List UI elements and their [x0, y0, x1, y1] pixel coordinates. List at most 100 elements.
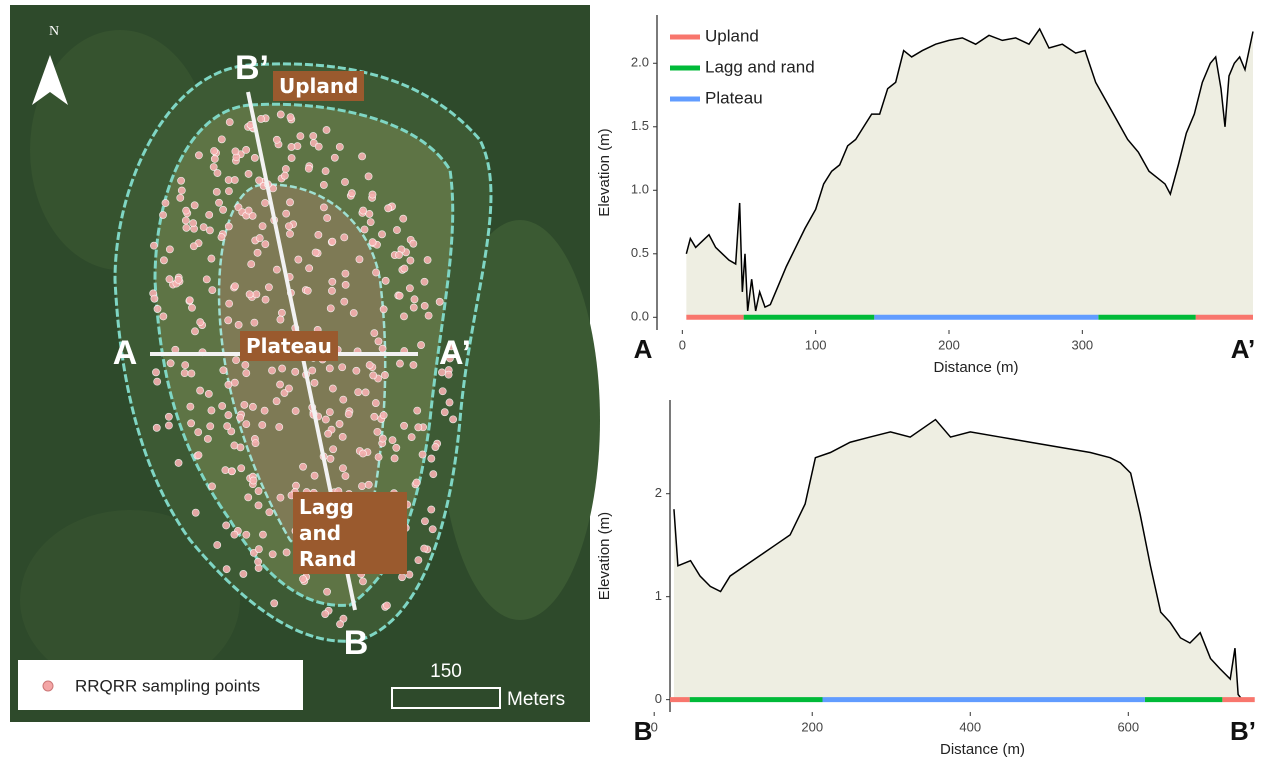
sampling-point	[382, 277, 389, 284]
sampling-point	[393, 226, 400, 233]
x-tick-label: 600	[1117, 719, 1139, 734]
sampling-point	[166, 246, 173, 253]
x-axis-label: Distance (m)	[933, 359, 1018, 376]
sampling-point	[259, 531, 266, 538]
sampling-point	[430, 471, 437, 478]
sampling-point	[262, 241, 269, 248]
sampling-point	[262, 296, 269, 303]
sampling-point	[208, 483, 215, 490]
sampling-point	[356, 256, 363, 263]
sampling-point	[225, 381, 232, 388]
sampling-point	[348, 190, 355, 197]
sampling-point	[250, 477, 257, 484]
sampling-point	[271, 600, 278, 607]
sampling-point	[197, 319, 204, 326]
sampling-point	[341, 234, 348, 241]
sampling-point	[231, 531, 238, 538]
sampling-point	[245, 170, 252, 177]
sampling-point	[449, 416, 456, 423]
sampling-point	[208, 255, 215, 262]
sampling-point	[238, 465, 245, 472]
sampling-point	[209, 286, 216, 293]
sampling-point	[259, 421, 266, 428]
sampling-point	[407, 257, 414, 264]
sampling-point	[231, 176, 238, 183]
sampling-point	[175, 276, 182, 283]
sampling-point	[292, 482, 299, 489]
y-tick-label: 0.0	[631, 309, 649, 324]
sampling-point	[232, 148, 239, 155]
sampling-point	[191, 328, 198, 335]
sampling-point	[160, 313, 167, 320]
sampling-point	[195, 452, 202, 459]
sampling-point	[320, 204, 327, 211]
sampling-point	[211, 155, 218, 162]
sampling-point	[245, 207, 252, 214]
sampling-point	[432, 443, 439, 450]
sampling-point	[393, 444, 400, 451]
y-tick-label: 0	[655, 691, 662, 706]
x-tick-label: 200	[938, 337, 960, 352]
sampling-point	[242, 361, 249, 368]
sampling-point	[218, 136, 225, 143]
sampling-point	[336, 420, 343, 427]
sampling-point	[240, 570, 247, 577]
sampling-point	[231, 283, 238, 290]
sampling-point	[151, 295, 158, 302]
sampling-point	[299, 463, 306, 470]
legend-label: Lagg and rand	[705, 57, 815, 76]
sampling-point	[328, 287, 335, 294]
legend-text: RRQRR sampling points	[75, 676, 260, 695]
sampling-point	[259, 223, 266, 230]
sampling-point	[165, 413, 172, 420]
sampling-point	[218, 233, 225, 240]
sampling-point	[249, 403, 256, 410]
sampling-point	[273, 398, 280, 405]
sampling-point	[190, 220, 197, 227]
point-label: B	[344, 624, 369, 662]
sampling-point	[389, 437, 396, 444]
sampling-point	[380, 412, 387, 419]
sampling-point	[378, 231, 385, 238]
sampling-point	[177, 177, 184, 184]
sampling-point	[421, 278, 428, 285]
x-tick-label: 200	[801, 719, 823, 734]
sampling-point	[248, 261, 255, 268]
legend-label: Upland	[705, 26, 759, 45]
sampling-point	[254, 558, 261, 565]
sampling-point	[428, 455, 435, 462]
y-tick-label: 0.5	[631, 245, 649, 260]
sampling-point	[353, 367, 360, 374]
sampling-point	[401, 265, 408, 272]
sampling-point	[329, 385, 336, 392]
sampling-point	[187, 403, 194, 410]
sampling-point	[208, 407, 215, 414]
sampling-point	[398, 574, 405, 581]
sampling-point	[324, 430, 331, 437]
sampling-point	[253, 291, 260, 298]
y-axis-label: Elevation (m)	[596, 128, 613, 216]
sampling-point	[360, 207, 367, 214]
sampling-point	[355, 388, 362, 395]
sampling-point	[252, 440, 259, 447]
sampling-point	[255, 546, 262, 553]
sampling-point	[219, 402, 226, 409]
sampling-point	[358, 482, 365, 489]
sampling-point	[241, 401, 248, 408]
sampling-point	[237, 414, 244, 421]
north-label: N	[49, 24, 59, 39]
sampling-point	[312, 249, 319, 256]
sampling-point	[369, 239, 376, 246]
sampling-point	[362, 389, 369, 396]
x-tick-label: 100	[805, 337, 827, 352]
end-label: B’	[1230, 716, 1256, 746]
sampling-point	[391, 455, 398, 462]
y-tick-label: 2	[655, 485, 662, 500]
sampling-point	[214, 541, 221, 548]
sampling-point	[305, 165, 312, 172]
sampling-point	[277, 111, 284, 118]
sampling-point	[224, 423, 231, 430]
sampling-point	[288, 154, 295, 161]
sampling-point	[327, 455, 334, 462]
sampling-point	[226, 119, 233, 126]
